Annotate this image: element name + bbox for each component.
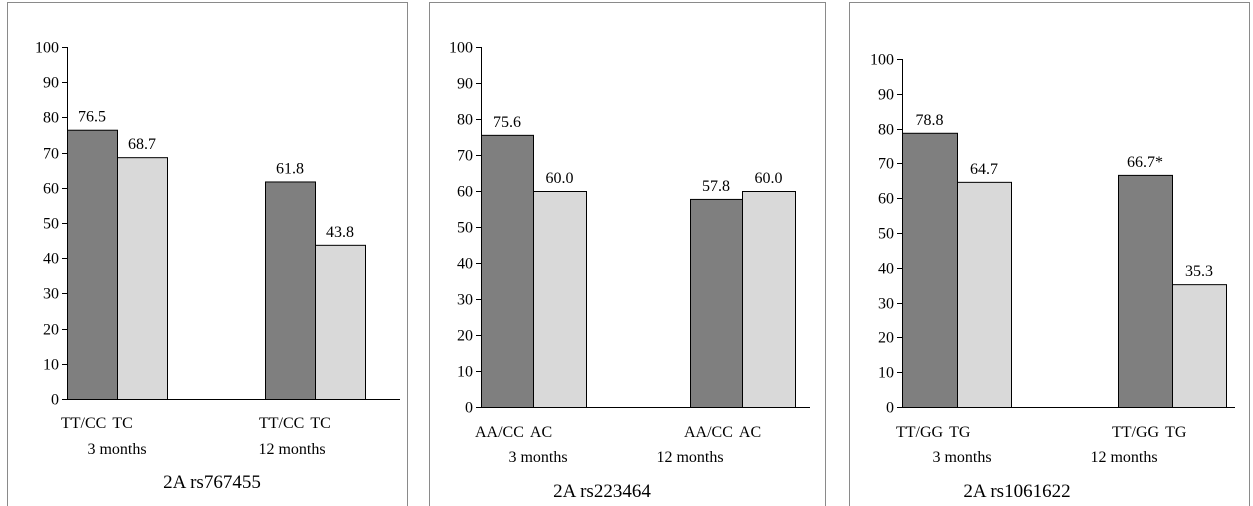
y-tick-label: 20 bbox=[878, 330, 894, 347]
y-tick-label: 70 bbox=[43, 146, 59, 163]
bar-tg-3m bbox=[957, 181, 1012, 408]
chart-caption: 2A rs1061622 bbox=[963, 481, 1070, 502]
y-tick-label: 80 bbox=[43, 110, 59, 127]
bar-tg-12m bbox=[1172, 284, 1227, 409]
y-tick-label: 60 bbox=[457, 184, 473, 201]
x-group-label: 12 months bbox=[656, 449, 723, 466]
x-category-labels: TT/CC TC bbox=[61, 415, 133, 432]
bar-value-label: 61.8 bbox=[276, 160, 304, 177]
x-category-label: TT/GG bbox=[896, 424, 944, 441]
chart-caption: 2A rs767455 bbox=[163, 472, 261, 493]
bar-value-label: 60.0 bbox=[546, 170, 574, 187]
y-tick-label: 0 bbox=[886, 400, 894, 417]
y-tick-label: 100 bbox=[35, 40, 59, 57]
x-group-label: 12 months bbox=[1090, 449, 1157, 466]
x-group-label: 3 months bbox=[932, 449, 991, 466]
bar-value-label: 60.0 bbox=[755, 170, 783, 187]
x-group-label: 3 months bbox=[87, 441, 146, 458]
y-tick-label: 60 bbox=[43, 181, 59, 198]
y-tick-label: 90 bbox=[43, 75, 59, 92]
x-category-label: TC bbox=[310, 415, 330, 432]
y-tick-label: 0 bbox=[465, 400, 473, 417]
x-category-labels: TT/CC TC bbox=[259, 415, 331, 432]
y-tick-label: 50 bbox=[457, 220, 473, 237]
x-category-label: AC bbox=[739, 424, 761, 441]
x-category-label: AA/CC bbox=[684, 424, 733, 441]
y-tick-label: 100 bbox=[870, 52, 894, 69]
y-tick-label: 20 bbox=[457, 328, 473, 345]
y-tick-label: 30 bbox=[43, 286, 59, 303]
chart-frame bbox=[7, 2, 408, 506]
y-tick-label: 40 bbox=[43, 251, 59, 268]
chart-panel-2: 0 10 20 30 40 50 60 70 80 90 100 75.6 60.0 AA/CC AC 3 m… bbox=[429, 2, 826, 506]
x-group-label: 12 months bbox=[258, 441, 325, 458]
bar-ac-3m bbox=[533, 191, 587, 408]
bar-value-label: 68.7 bbox=[128, 136, 156, 153]
y-tick-label: 0 bbox=[51, 392, 59, 409]
x-category-label: TG bbox=[949, 424, 971, 441]
y-tick-label: 10 bbox=[43, 357, 59, 374]
bar-tt-cc-3m bbox=[67, 129, 118, 400]
y-tick-label: 20 bbox=[43, 322, 59, 339]
bar-tt-gg-3m bbox=[902, 132, 958, 408]
y-tick-label: 90 bbox=[878, 87, 894, 104]
y-tick-label: 60 bbox=[878, 191, 894, 208]
x-category-label: TT/CC bbox=[61, 415, 106, 432]
bar-tt-cc-12m bbox=[265, 181, 316, 400]
y-tick-label: 40 bbox=[878, 261, 894, 278]
x-category-label: TC bbox=[112, 415, 132, 432]
y-tick-label: 70 bbox=[457, 148, 473, 165]
bar-aa-cc-12m bbox=[690, 198, 743, 408]
bar-value-label: 57.8 bbox=[702, 178, 730, 195]
y-tick-label: 50 bbox=[43, 216, 59, 233]
chart-panel-1: 0 10 20 30 40 50 60 70 80 90 100 76.5 68.7 TT/CC TC 3 m… bbox=[7, 2, 408, 506]
y-tick-label: 80 bbox=[457, 112, 473, 129]
bar-value-label: 78.8 bbox=[916, 112, 944, 129]
x-category-label: TG bbox=[1165, 424, 1187, 441]
bar-ac-12m bbox=[742, 191, 796, 408]
x-category-label: AC bbox=[530, 424, 552, 441]
chart-frame bbox=[849, 2, 1250, 506]
bar-tt-gg-12m bbox=[1118, 174, 1173, 408]
y-tick-label: 80 bbox=[878, 122, 894, 139]
y-tick-label: 70 bbox=[878, 156, 894, 173]
x-category-label: TT/GG bbox=[1112, 424, 1160, 441]
y-tick-label: 30 bbox=[457, 292, 473, 309]
x-category-labels: TT/GG TG bbox=[896, 424, 971, 441]
bar-value-label: 64.7 bbox=[970, 161, 998, 178]
chart-caption: 2A rs223464 bbox=[553, 481, 651, 502]
y-tick-label: 90 bbox=[457, 76, 473, 93]
x-category-labels: AA/CC AC bbox=[684, 424, 761, 441]
x-category-labels: AA/CC AC bbox=[475, 424, 552, 441]
x-group-label: 3 months bbox=[508, 449, 567, 466]
y-tick-label: 30 bbox=[878, 296, 894, 313]
bar-value-label: 35.3 bbox=[1185, 263, 1213, 280]
bar-value-label: 75.6 bbox=[493, 114, 521, 131]
y-tick-label: 100 bbox=[449, 40, 473, 57]
chart-frame bbox=[429, 2, 826, 506]
bar-value-label: 43.8 bbox=[326, 224, 354, 241]
bar-value-label: 66.7* bbox=[1127, 154, 1163, 171]
bar-value-label: 76.5 bbox=[78, 109, 106, 126]
y-tick-label: 50 bbox=[878, 226, 894, 243]
x-category-label: TT/CC bbox=[259, 415, 304, 432]
y-tick-label: 10 bbox=[457, 364, 473, 381]
bar-aa-cc-3m bbox=[481, 134, 534, 408]
x-category-labels: TT/GG TG bbox=[1112, 424, 1187, 441]
y-tick-label: 40 bbox=[457, 256, 473, 273]
x-category-label: AA/CC bbox=[475, 424, 524, 441]
bar-tc-12m bbox=[315, 244, 366, 400]
y-tick-label: 10 bbox=[878, 365, 894, 382]
bar-tc-3m bbox=[117, 157, 168, 400]
chart-panel-3: 0 10 20 30 40 50 60 70 80 90 100 78.8 64.7 TT/GG TG 3 m… bbox=[849, 2, 1250, 506]
